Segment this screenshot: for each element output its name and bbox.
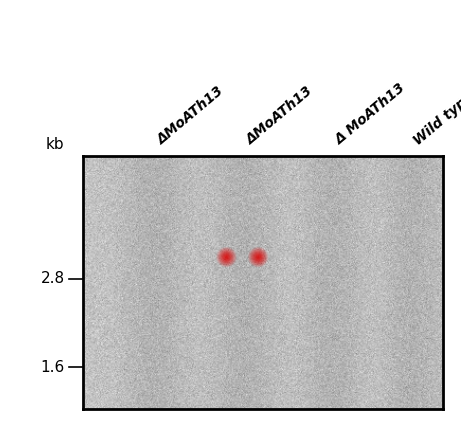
Text: Δ MoATh13: Δ MoATh13 [332,81,408,148]
Text: ΔMoATh13: ΔMoATh13 [155,84,227,148]
Text: 2.8: 2.8 [41,271,65,286]
Text: ΔMoATh13: ΔMoATh13 [244,84,315,148]
Text: 1.6: 1.6 [40,360,65,375]
Text: kb: kb [46,137,65,152]
Text: Wild type: Wild type [411,89,461,148]
